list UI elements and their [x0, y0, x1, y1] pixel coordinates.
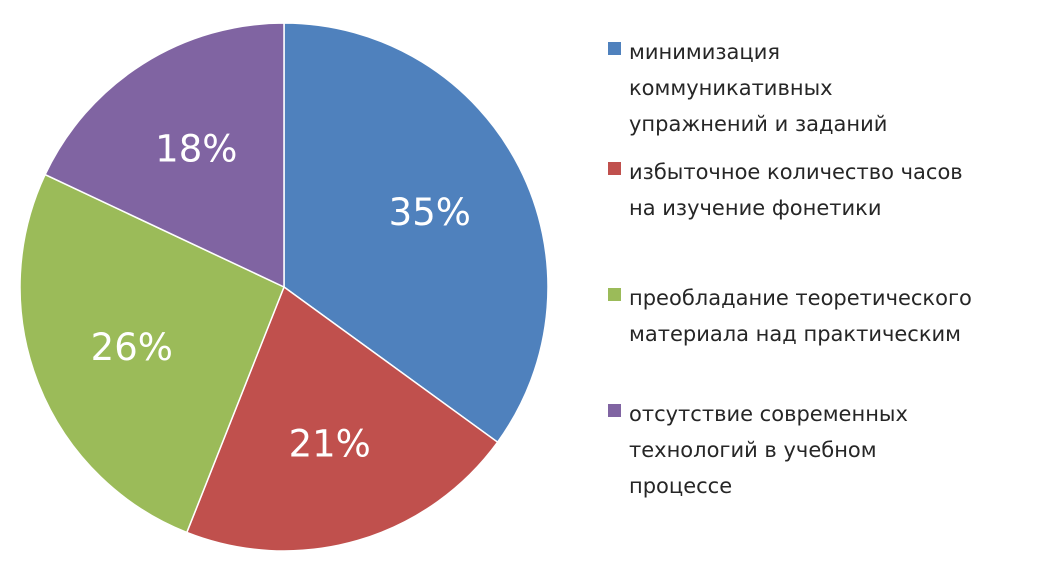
slice-value-label-3: 18%: [155, 127, 237, 170]
pie-slice-labels: 35% 21% 26% 18%: [91, 127, 471, 465]
legend-swatch-1: [608, 162, 621, 175]
legend-item-1: избыточное количество часов на изучение …: [596, 154, 963, 226]
pie-slice-0: [283, 22, 549, 444]
slice-value-label-2: 26%: [91, 326, 173, 369]
legend-item-2: преобладание теоретического материала на…: [596, 280, 972, 352]
legend-swatch-2: [608, 288, 621, 301]
pie-slice-2: [19, 173, 285, 534]
legend-swatch-3: [608, 404, 621, 417]
legend-swatch-0: [608, 42, 621, 55]
legend-label-1: избыточное количество часов на изучение …: [629, 160, 963, 220]
slice-value-label-0: 35%: [389, 191, 471, 234]
pie-slice-3: [44, 22, 285, 289]
legend-label-0: минимизация коммуникативных упражнений и…: [629, 40, 888, 136]
legend-item-0: минимизация коммуникативных упражнений и…: [596, 34, 887, 142]
slice-value-label-1: 21%: [289, 423, 371, 466]
legend-item-3: отсутствие современных технологий в учеб…: [596, 396, 908, 504]
pie-slices: [19, 22, 549, 552]
pie-slice-1: [185, 285, 499, 552]
legend-label-2: преобладание теоретического материала на…: [629, 286, 972, 346]
legend-label-3: отсутствие современных технологий в учеб…: [629, 402, 908, 498]
